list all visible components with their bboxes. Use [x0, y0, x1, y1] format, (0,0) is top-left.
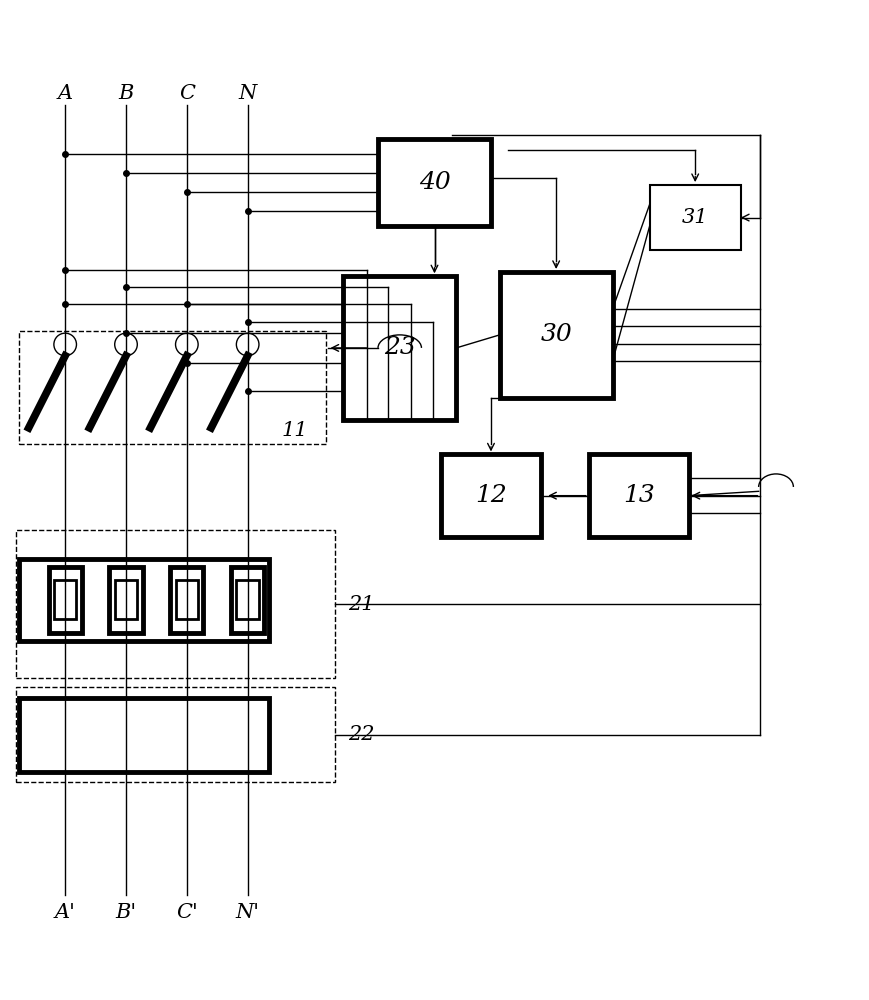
Bar [16, 530, 335, 678]
Text: 13: 13 [623, 484, 654, 507]
Bar [176, 580, 198, 619]
Bar [115, 580, 137, 619]
Bar [19, 559, 269, 641]
Bar [19, 331, 326, 444]
Bar [19, 698, 269, 772]
Bar [170, 567, 203, 633]
Text: A': A' [55, 903, 76, 922]
Text: 21: 21 [348, 595, 374, 614]
Text: N': N' [235, 903, 260, 922]
Text: N: N [238, 84, 257, 103]
Text: 31: 31 [682, 208, 708, 227]
Text: 30: 30 [541, 323, 572, 346]
Bar [236, 580, 259, 619]
Text: C': C' [176, 903, 198, 922]
Text: 22: 22 [348, 725, 374, 744]
Text: A: A [57, 84, 73, 103]
Bar [16, 687, 335, 782]
Bar [49, 567, 82, 633]
Text: C: C [179, 84, 195, 103]
Bar [650, 185, 741, 250]
Text: 23: 23 [384, 336, 415, 359]
Bar [231, 567, 264, 633]
Text: 12: 12 [475, 484, 507, 507]
Text: B: B [118, 84, 134, 103]
Text: B': B' [116, 903, 136, 922]
Bar [500, 272, 613, 398]
Bar [441, 454, 541, 537]
Bar [378, 139, 491, 226]
Bar [109, 567, 143, 633]
Bar [343, 276, 456, 420]
Text: 11: 11 [282, 421, 308, 440]
Text: 40: 40 [419, 171, 450, 194]
Bar [54, 580, 76, 619]
Bar [589, 454, 688, 537]
